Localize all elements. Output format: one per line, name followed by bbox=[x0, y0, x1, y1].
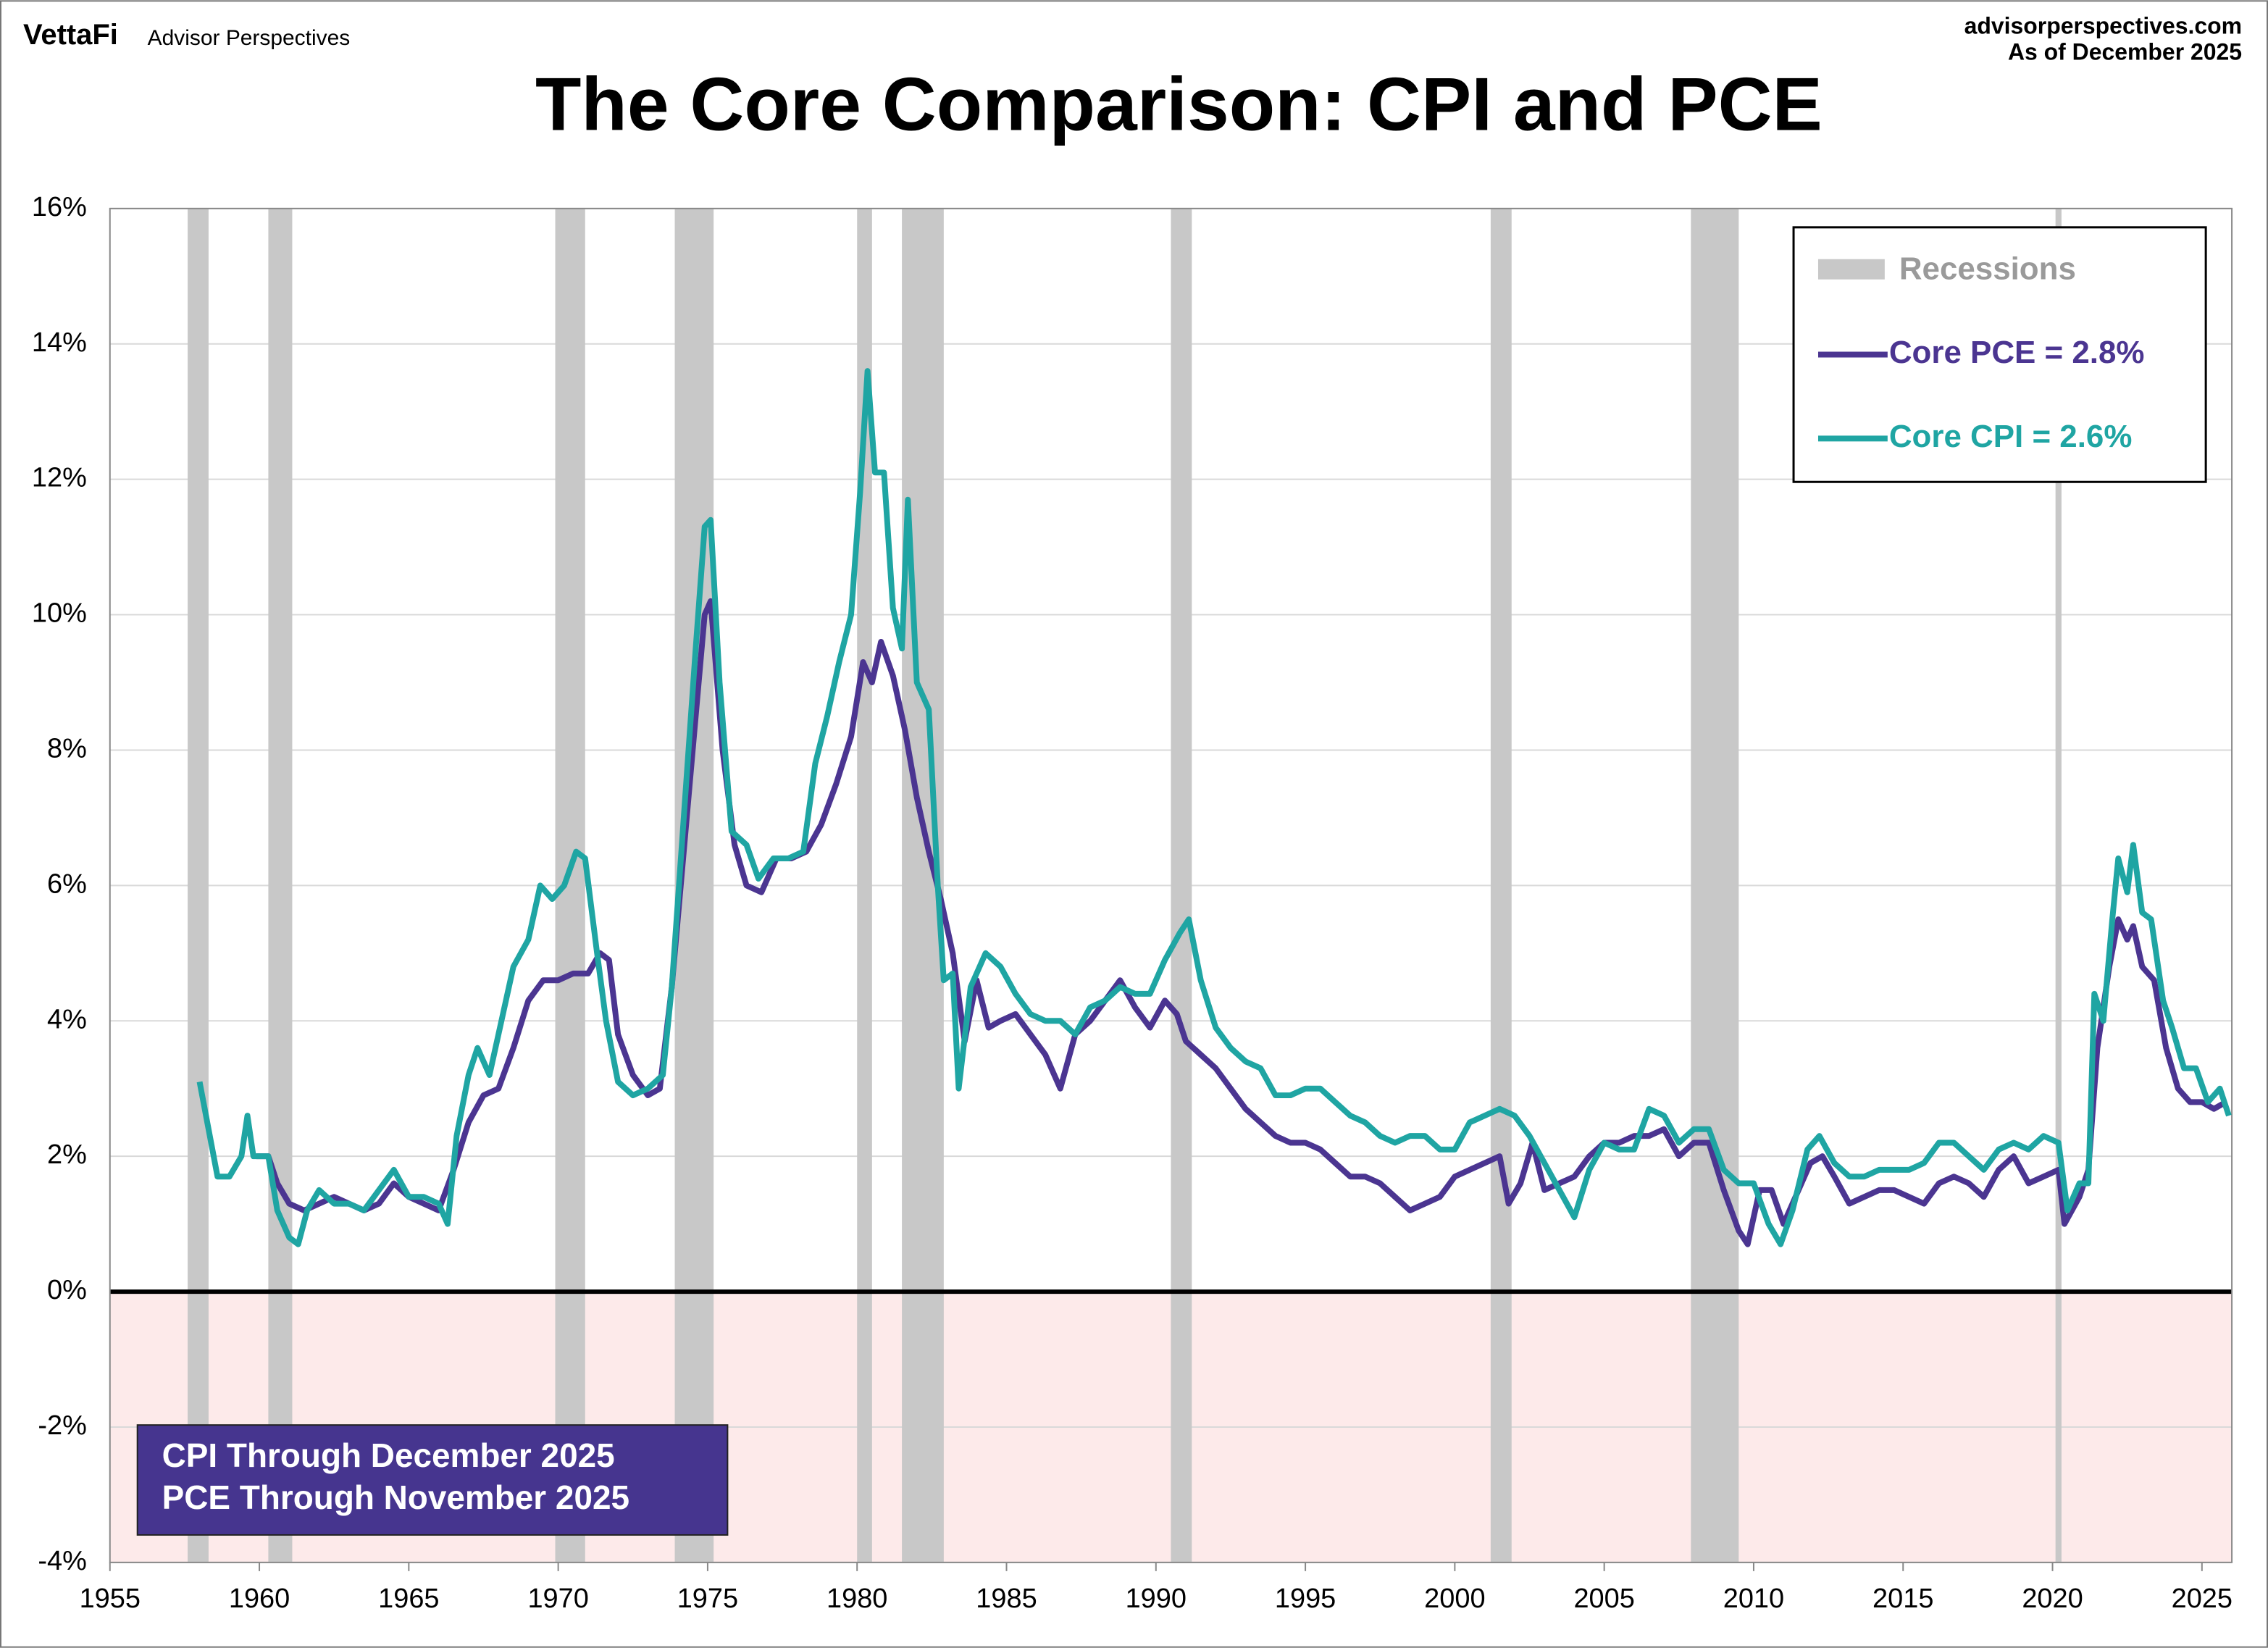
note-text: CPI Through December 2025 bbox=[162, 1436, 615, 1474]
x-tick-label: 1970 bbox=[527, 1584, 588, 1614]
x-tick-label: 2025 bbox=[2172, 1584, 2233, 1614]
x-tick-label: 1965 bbox=[378, 1584, 439, 1614]
legend-label: Recessions bbox=[1899, 251, 2076, 286]
y-tick-label: 14% bbox=[32, 327, 87, 358]
y-tick-label: 4% bbox=[47, 1004, 87, 1034]
recession-band bbox=[1691, 208, 1739, 1563]
brand-sub: Advisor Perspectives bbox=[148, 26, 351, 50]
x-tick-label: 1955 bbox=[80, 1584, 141, 1614]
recession-band bbox=[188, 208, 209, 1563]
y-tick-label: 16% bbox=[32, 192, 87, 222]
recession-band bbox=[268, 208, 293, 1563]
y-tick-label: 12% bbox=[32, 463, 87, 493]
note-text: PCE Through November 2025 bbox=[162, 1478, 629, 1516]
x-tick-label: 2010 bbox=[1723, 1584, 1784, 1614]
y-tick-label: 8% bbox=[47, 733, 87, 764]
as-of: As of December 2025 bbox=[2008, 39, 2242, 65]
brand: VettaFi bbox=[23, 19, 118, 51]
y-tick-label: -2% bbox=[38, 1410, 86, 1441]
legend-label: Core CPI = 2.6% bbox=[1889, 419, 2133, 454]
series-line bbox=[196, 368, 2232, 1247]
y-tick-label: -4% bbox=[38, 1546, 86, 1576]
x-tick-label: 1975 bbox=[677, 1584, 738, 1614]
x-tick-label: 1995 bbox=[1275, 1584, 1336, 1614]
y-tick-label: 6% bbox=[47, 869, 87, 899]
x-tick-label: 1980 bbox=[827, 1584, 887, 1614]
recession-band bbox=[857, 208, 872, 1563]
legend-label: Core PCE = 2.8% bbox=[1889, 335, 2145, 370]
recession-band bbox=[555, 208, 585, 1563]
x-tick-label: 2020 bbox=[2022, 1584, 2083, 1614]
x-tick-label: 1990 bbox=[1126, 1584, 1187, 1614]
note-box bbox=[136, 1424, 729, 1536]
recession-band bbox=[1490, 208, 1512, 1563]
recession-band bbox=[1171, 208, 1192, 1563]
x-tick-label: 2015 bbox=[1872, 1584, 1933, 1614]
series-line bbox=[256, 598, 2227, 1247]
legend-recession-swatch bbox=[1817, 259, 1885, 280]
site: advisorperspectives.com bbox=[1964, 13, 2242, 39]
y-tick-label: 10% bbox=[32, 598, 87, 629]
recession-band bbox=[2055, 208, 2062, 1563]
x-tick-label: 2005 bbox=[1573, 1584, 1634, 1614]
y-tick-label: 2% bbox=[47, 1139, 87, 1170]
chart-title: The Core Comparison: CPI and PCE bbox=[535, 62, 1823, 146]
y-tick-label: 0% bbox=[47, 1275, 87, 1305]
plot-border bbox=[109, 207, 2233, 1563]
x-tick-label: 2000 bbox=[1424, 1584, 1485, 1614]
x-tick-label: 1960 bbox=[229, 1584, 290, 1614]
x-tick-label: 1985 bbox=[976, 1584, 1037, 1614]
